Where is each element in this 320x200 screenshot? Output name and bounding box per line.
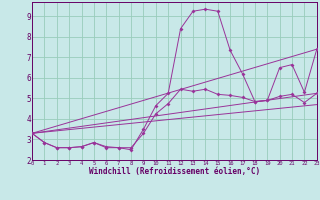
X-axis label: Windchill (Refroidissement éolien,°C): Windchill (Refroidissement éolien,°C) xyxy=(89,167,260,176)
